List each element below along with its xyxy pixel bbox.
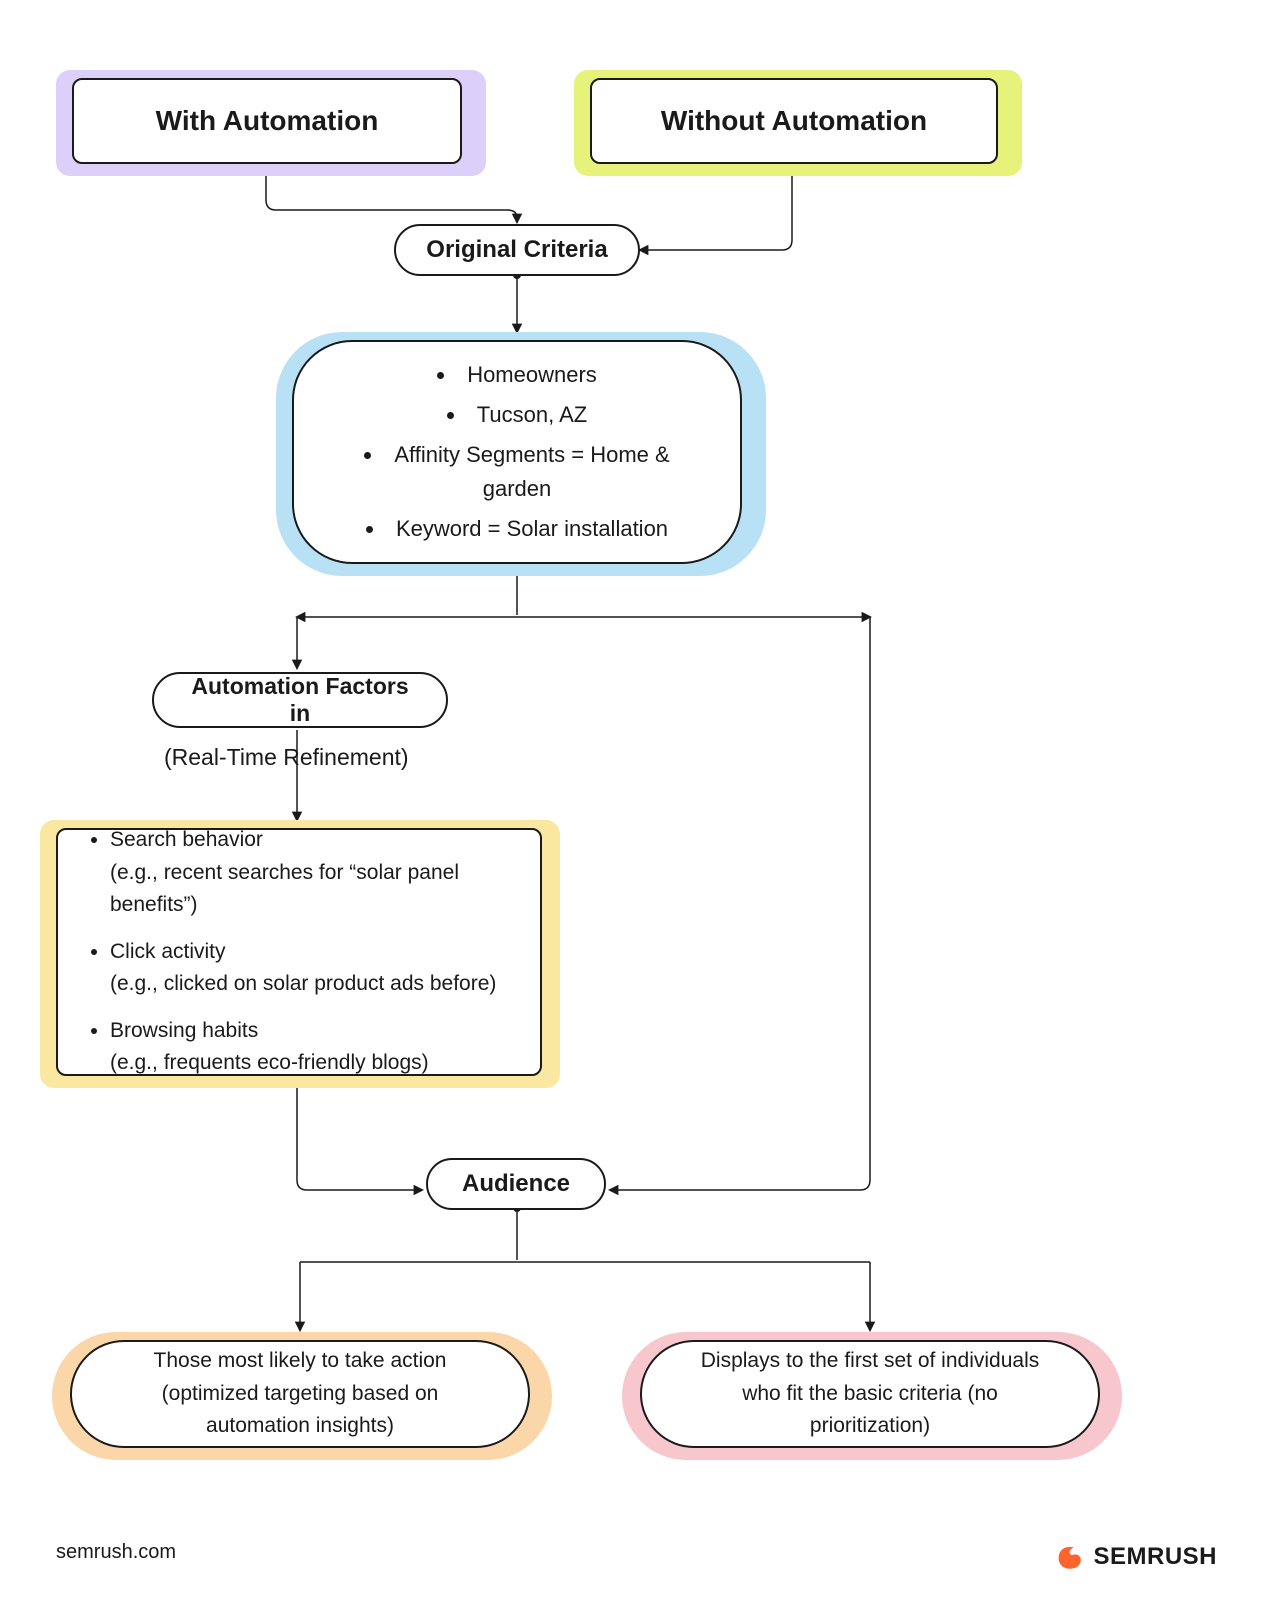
footer-brand: SEMRUSH (1093, 1543, 1217, 1571)
with-automation-node: With Automation (72, 78, 462, 164)
audience-label: Audience (462, 1170, 570, 1198)
flowchart-canvas: With Automation Without Automation Origi… (0, 0, 1273, 1600)
audience-node: Audience (426, 1158, 606, 1210)
factors-item: Click activity (e.g., clicked on solar p… (110, 936, 516, 1001)
outcome-without-node: Displays to the first set of individuals… (640, 1340, 1100, 1448)
criteria-list-node: Homeowners Tucson, AZ Affinity Segments … (292, 340, 742, 564)
original-criteria-label: Original Criteria (426, 236, 607, 264)
without-automation-label: Without Automation (661, 105, 927, 137)
factors-item: Browsing habits (e.g., frequents eco-fri… (110, 1015, 516, 1080)
criteria-item: Affinity Segments = Home & garden (334, 438, 700, 506)
factors-list-node: Search behavior (e.g., recent searches f… (56, 828, 542, 1076)
factors-item: Search behavior (e.g., recent searches f… (110, 824, 516, 922)
outcome-with-label: Those most likely to take action (optimi… (112, 1345, 488, 1443)
criteria-item: Tucson, AZ (334, 398, 700, 432)
factors-list: Search behavior (e.g., recent searches f… (82, 818, 516, 1086)
outcome-with-node: Those most likely to take action (optimi… (70, 1340, 530, 1448)
criteria-item: Homeowners (334, 358, 700, 392)
without-automation-node: Without Automation (590, 78, 998, 164)
outcome-without-label: Displays to the first set of individuals… (682, 1345, 1058, 1443)
original-criteria-node: Original Criteria (394, 224, 640, 276)
automation-factors-subtitle: (Real-Time Refinement) (164, 744, 409, 771)
criteria-list: Homeowners Tucson, AZ Affinity Segments … (334, 352, 700, 552)
automation-factors-node: Automation Factors in (152, 672, 448, 728)
automation-factors-label: Automation Factors in (182, 673, 418, 727)
flame-icon (1055, 1542, 1085, 1572)
footer-url: semrush.com (56, 1541, 176, 1564)
footer-logo: SEMRUSH (1055, 1542, 1217, 1572)
with-automation-label: With Automation (156, 105, 379, 137)
criteria-item: Keyword = Solar installation (334, 512, 700, 546)
